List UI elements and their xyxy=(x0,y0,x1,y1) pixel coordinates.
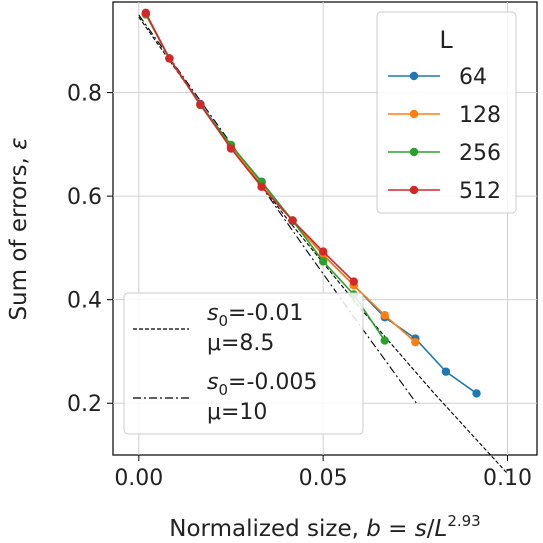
reference-legend-dashed-s0: s0=-0.01 xyxy=(207,301,303,330)
reference-legend-dashdot-s0: s0=-0.005 xyxy=(207,370,317,399)
x-tick-label: 0.00 xyxy=(114,466,163,491)
reference-legend-dashed-s0-value: =-0.01 xyxy=(228,301,303,326)
legend-swatch-marker xyxy=(409,109,419,119)
x-axis-title: Normalized size, b = s/L2.93 xyxy=(169,512,480,542)
x-axis-title-exponent: 2.93 xyxy=(447,512,480,530)
data-point xyxy=(411,337,420,347)
reference-legend-dashed-s0-symbol: s xyxy=(207,301,218,326)
legend-entry-label: 128 xyxy=(459,103,501,128)
legend-entry-label: 64 xyxy=(459,65,487,90)
y-tick-label: 0.8 xyxy=(67,82,102,107)
legend-entry-512: 512 xyxy=(388,179,501,204)
data-point xyxy=(196,100,205,109)
data-point xyxy=(472,389,481,398)
legend-entry-label: 512 xyxy=(459,179,501,204)
reference-legend-dashed-mu: μ=8.5 xyxy=(207,331,274,356)
data-point xyxy=(380,311,389,320)
legend-entry-label: 256 xyxy=(459,141,501,166)
axis-ticks: 0.00 0.05 0.10 0.2 0.4 0.6 0.8 xyxy=(67,82,532,491)
y-tick-label: 0.2 xyxy=(67,392,102,417)
x-axis-title-var-s: s xyxy=(415,516,427,542)
reference-legend-frame xyxy=(123,292,364,435)
data-point xyxy=(318,257,328,266)
legend-swatch-marker xyxy=(409,147,419,157)
y-axis-title-symbol: ε xyxy=(6,137,32,149)
data-point xyxy=(318,247,328,256)
series-lines xyxy=(141,8,481,398)
legend-entry-256: 256 xyxy=(388,141,501,166)
legend-entry-64: 64 xyxy=(388,65,487,90)
reference-legend-dashdot-mu: μ=10 xyxy=(207,400,267,425)
data-point xyxy=(288,216,297,225)
x-tick-label: 0.10 xyxy=(483,466,532,491)
data-point xyxy=(349,277,358,286)
series-legend-title: L xyxy=(439,26,453,54)
reference-legend-dashdot-s0-value: =-0.005 xyxy=(228,370,317,395)
x-axis-title-prefix: Normalized size, xyxy=(169,516,366,542)
reference-legend-dashdot-s0-symbol: s xyxy=(207,370,218,395)
y-axis-title: Sum of errors, ε xyxy=(6,137,32,320)
y-tick-label: 0.6 xyxy=(67,185,102,210)
legend-swatch-marker xyxy=(409,185,419,195)
x-axis-title-var-l: L xyxy=(434,516,447,542)
y-tick-label: 0.4 xyxy=(67,289,102,314)
legend-swatch-marker xyxy=(409,71,419,81)
reference-legend-dashdot-s0-sub: 0 xyxy=(218,381,228,399)
x-axis-title-equals: = xyxy=(381,516,415,542)
series-legend-frame xyxy=(376,11,517,214)
x-axis-title-var-b: b xyxy=(366,516,381,542)
data-point xyxy=(141,8,151,18)
x-axis-title-slash: / xyxy=(427,516,435,542)
series-legend: L 64 128 256 512 xyxy=(376,11,517,214)
data-point xyxy=(226,144,236,153)
data-point xyxy=(441,367,451,376)
reference-legend-dashed-s0-sub: 0 xyxy=(218,312,228,330)
series-line xyxy=(145,12,355,283)
data-point xyxy=(380,336,389,345)
legend-entry-128: 128 xyxy=(388,103,501,128)
series-512 xyxy=(141,8,358,286)
data-point xyxy=(257,182,266,192)
series-legend-entries: 64 128 256 512 xyxy=(388,65,501,204)
x-tick-label: 0.05 xyxy=(299,466,348,491)
reference-legend: s0=-0.01 μ=8.5 s0=-0.005 μ=10 xyxy=(123,292,364,435)
data-point xyxy=(165,54,174,63)
y-axis-title-prefix: Sum of errors, xyxy=(6,150,32,321)
